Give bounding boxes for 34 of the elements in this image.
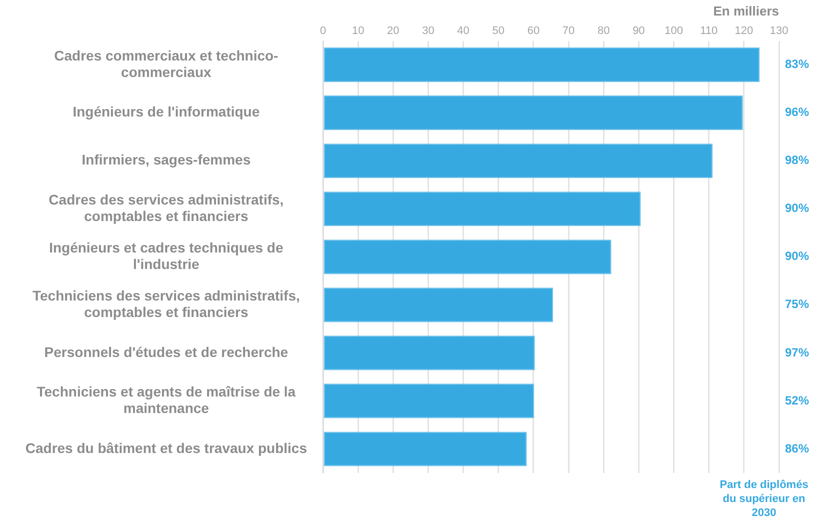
x-tick-label: 20 — [387, 25, 400, 38]
y-tick-label: Techniciens et agents de maîtrise de la maintenance — [36, 383, 296, 416]
text: Part de diplômés du supérieur en 2030 — [720, 479, 808, 517]
y-tick-label: Ingénieurs et cadres techniques de l'industrie — [49, 239, 284, 272]
text: 83% — [784, 57, 810, 72]
x-tick-label: 110 — [700, 25, 718, 38]
x-tick-label: 0 — [320, 25, 326, 38]
text: 96% — [784, 105, 810, 120]
y-tick-label: Ingénieurs de l'informatique — [72, 104, 260, 120]
y-tick-label: Infirmiers, sages-femmes — [82, 152, 251, 168]
x-tick-label: 100 — [664, 25, 683, 38]
text: 52% — [784, 393, 810, 408]
x-tick-label: 70 — [562, 25, 575, 38]
text: 86% — [784, 441, 810, 456]
x-tick-label: 10 — [352, 25, 364, 38]
y-tick-label: Cadres commerciaux et technico-commerciaux — [54, 47, 279, 80]
text: 98% — [784, 153, 810, 168]
y-tick-label: Cadres des services administratifs, comptables et financiers — [48, 191, 284, 224]
x-tick-label: 90 — [632, 25, 645, 38]
x-tick-label: 130 — [770, 25, 788, 38]
text: 75% — [784, 297, 810, 312]
x-tick-label: 80 — [597, 25, 610, 38]
text: 90% — [784, 249, 810, 264]
x-tick-label: 60 — [527, 25, 540, 38]
text: 97% — [784, 345, 810, 360]
y-tick-label: Personnels d'études et de recherche — [44, 344, 288, 360]
x-tick-label: 30 — [422, 25, 434, 38]
x-tick-label: 40 — [457, 25, 470, 38]
x-tick-label: 120 — [734, 25, 754, 38]
x-axis-title: En milliers — [713, 3, 779, 18]
y-tick-label: Techniciens des services administratifs, comptables et financiers — [32, 287, 300, 320]
y-tick-label: Cadres du bâtiment et des travaux publics — [25, 440, 308, 456]
text: 90% — [784, 201, 810, 216]
x-tick-label: 50 — [492, 25, 505, 38]
